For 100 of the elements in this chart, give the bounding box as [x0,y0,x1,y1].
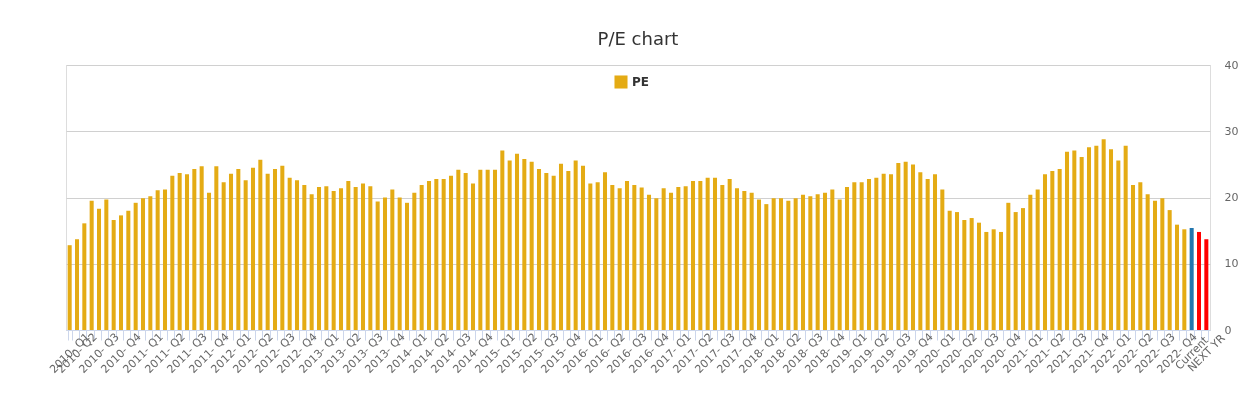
bar [529,161,534,330]
bar [1020,208,1026,330]
bar [118,215,124,330]
bar [1174,224,1180,330]
bar [184,174,190,330]
bar [859,182,864,330]
bar [734,188,740,330]
bar [624,180,630,330]
bar [492,169,498,330]
bar [1094,145,1099,330]
bar [382,197,388,330]
bar [287,177,292,330]
bar [742,190,747,330]
bar [331,190,336,330]
bar [214,166,219,330]
bar [918,172,923,330]
bar [815,194,820,330]
bar [888,174,894,330]
bar [82,223,87,330]
bar [162,189,168,330]
bar [866,178,872,330]
bar [881,173,886,330]
bar [155,190,160,330]
chart-title: P/E chart [597,28,679,49]
bar [683,186,688,330]
legend-label: PE [632,75,649,89]
bar [1050,171,1055,330]
bar [1042,174,1048,330]
bar [1086,147,1092,330]
bar [749,192,754,330]
y-tick-label: 20 [1224,191,1239,204]
bar [940,189,945,330]
bar [1101,139,1106,330]
bar [470,183,476,330]
bar [925,178,930,330]
bar [463,172,468,330]
bar [1189,227,1194,330]
bar [661,188,666,330]
bar [302,184,307,330]
bar [822,192,828,330]
bar [830,189,835,330]
bar [522,159,527,330]
bar [353,186,358,330]
bar [1123,145,1128,330]
bar [221,182,226,330]
bar [456,169,461,330]
bar [852,182,857,330]
bar [236,169,241,330]
bar [705,177,710,330]
bar [272,169,278,330]
bar [764,204,769,330]
bar [786,200,791,330]
bar [976,222,982,330]
bar [104,199,109,330]
bar [74,239,80,330]
bar [478,169,483,330]
bar [984,231,989,330]
bar [316,186,322,330]
bar [947,210,952,330]
bar [360,183,366,330]
bar [258,159,263,330]
bar [1057,169,1062,330]
bar [507,160,512,330]
bar [954,212,960,330]
bar [698,180,703,330]
bar [1196,231,1202,330]
bar [654,198,659,330]
bar [338,188,344,330]
bar [690,180,696,330]
bar [844,186,850,330]
bar [485,169,490,330]
bar [1167,210,1172,330]
bar [610,184,615,330]
bar [1130,184,1136,330]
bar [646,194,652,330]
bar [1182,229,1187,330]
bar [1072,150,1077,330]
bar [910,164,916,330]
bar [778,198,784,330]
bar [177,172,182,330]
bar [412,192,417,330]
bar [962,220,967,330]
bar [727,178,732,330]
bar [89,200,94,330]
bar [250,167,256,330]
bar [756,199,762,330]
bar [536,169,542,330]
bar [896,163,901,330]
bar [324,186,329,330]
bar [309,194,314,330]
bar [140,198,146,330]
bar [932,174,938,330]
bar [1064,151,1070,330]
y-tick-label: 0 [1224,323,1232,337]
y-tick-label: 10 [1224,257,1239,271]
bar [617,188,622,330]
bar [294,180,300,330]
y-tick-label: 30 [1224,124,1239,138]
bar [434,178,439,330]
bar [397,197,402,330]
